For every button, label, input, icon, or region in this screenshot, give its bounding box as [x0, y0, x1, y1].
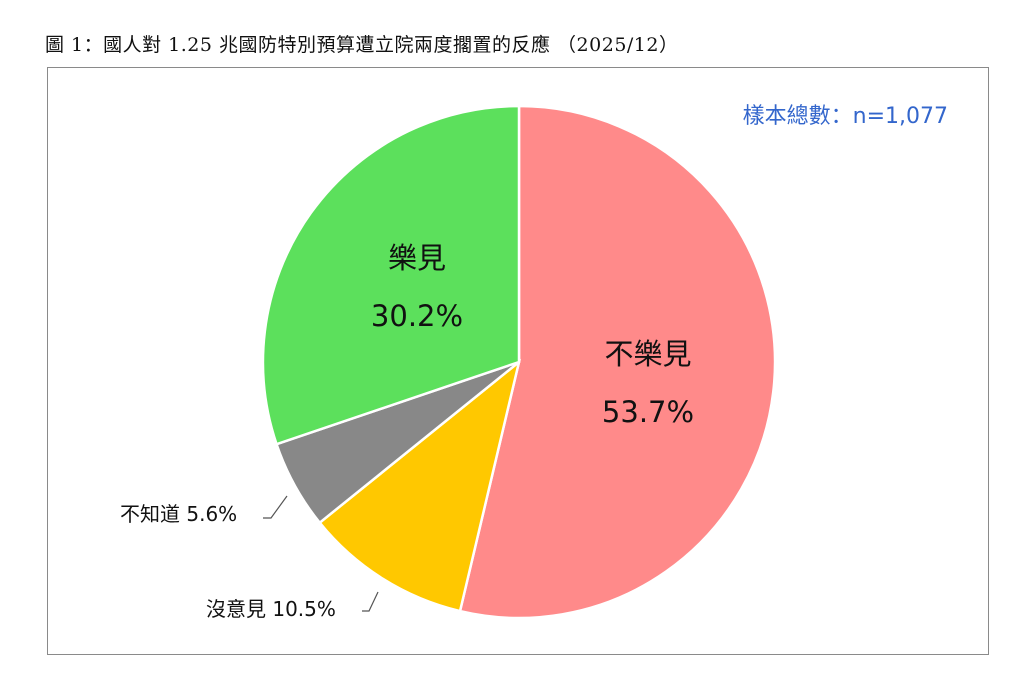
- slice-value-bulejian: 53.7%: [602, 395, 694, 429]
- slice-label-lejian: 樂見: [388, 241, 446, 275]
- leader-lines: [263, 495, 379, 612]
- pie-slice-0: [458, 104, 777, 620]
- chart-frame: 樣本總數：n=1,077: [47, 67, 989, 655]
- slice-value-buzhidao: 5.6%: [186, 502, 237, 526]
- leader-line-meiyijian: [362, 591, 379, 612]
- slice-value-lejian: 30.2%: [371, 299, 463, 333]
- slice-label-meiyijian: 沒意見 10.5%: [206, 597, 336, 621]
- figure-title: 圖 1：國人對 1.25 兆國防特別預算遭立院兩度擱置的反應 （2025/12）: [45, 34, 679, 56]
- pie-slice-1: [317, 358, 522, 613]
- sample-size-label: 樣本總數：n=1,077: [742, 104, 948, 129]
- slice-name-meiyijian: 沒意見: [206, 597, 266, 621]
- slice-name-buzhidao: 不知道: [120, 502, 180, 526]
- pie-slice-3: [261, 104, 521, 446]
- leader-line-buzhidao: [263, 495, 288, 519]
- slice-label-bulejian: 不樂見: [604, 337, 691, 371]
- slice-value-meiyijian: 10.5%: [272, 597, 336, 621]
- pie-slices: [261, 104, 777, 620]
- slice-label-buzhidao: 不知道 5.6%: [120, 502, 237, 526]
